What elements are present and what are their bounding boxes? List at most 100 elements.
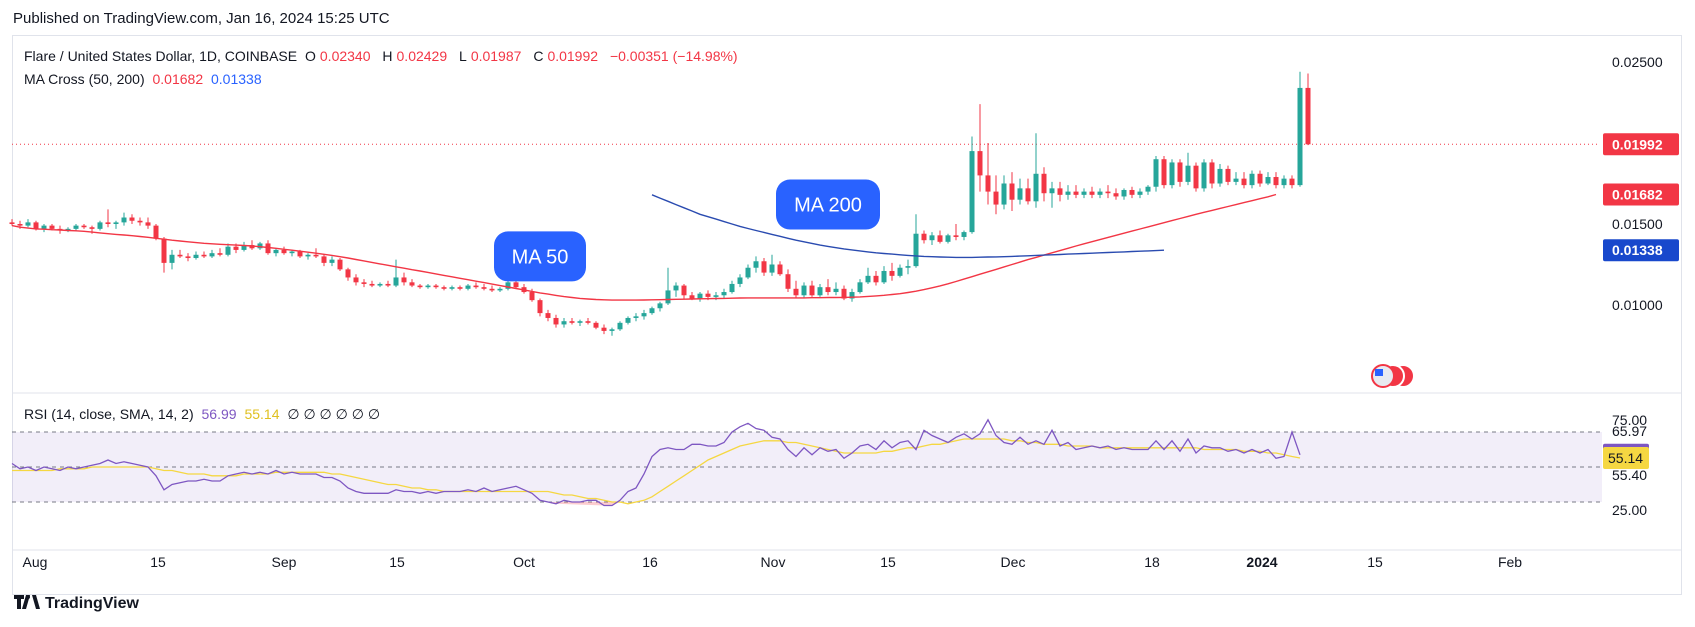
rsi-legend-value: 56.99 [201,406,237,422]
candle-body [513,282,519,288]
candle-body [73,225,79,229]
candle-body [1089,191,1095,195]
symbol-legend: Flare / United States Dollar, 1D, COINBA… [24,48,742,64]
ma-legend: MA Cross (50, 200) 0.01682 0.01338 [24,71,266,87]
candle-body [425,285,431,288]
rsi-badge [1603,447,1649,470]
candle-body [217,253,223,255]
candle-body [1265,177,1271,184]
time-tick-label: Aug [23,554,48,570]
close-value: C 0.01992 [533,48,599,64]
rsi-sma-line [12,438,1301,505]
candle-body [465,285,471,289]
candle-body [449,287,455,289]
price-tick-label: 0.02500 [1612,54,1663,70]
candle-body [241,245,247,250]
candle-body [321,256,327,263]
candle-body [377,283,383,286]
candle-body [881,270,887,283]
candle-body [361,282,367,284]
time-tick-label: Sep [272,554,297,570]
candle-body [49,225,55,229]
ma-cross-label: MA Cross (50, 200) [24,71,145,87]
candle-body [289,251,295,254]
candle-body [625,317,631,323]
candle-body [849,292,855,299]
ma200-legend-value: 0.01338 [211,71,262,87]
candle-body [929,235,935,241]
ma200-callout-label: MA 200 [794,195,862,217]
candle-body [161,238,167,263]
candle-body [1225,168,1231,182]
candle-body [617,322,623,330]
candle-body [393,277,399,286]
candle-body [777,264,783,275]
candle-body [1145,186,1151,192]
candle-body [233,246,239,250]
candle-body [993,191,999,205]
candle-body [1057,188,1063,195]
candle-body [1185,165,1191,182]
candle-body [433,285,439,288]
candle-body [337,259,343,270]
candle-body [649,308,655,314]
candle-body [1065,191,1071,195]
candle-body [1161,159,1167,186]
rsi-label: RSI (14, close, SMA, 14, 2) [24,406,194,422]
candle-body [1209,162,1215,184]
candle-body [1177,162,1183,182]
candle-body [825,287,831,293]
candle-body [681,285,687,296]
candle-body [673,285,679,291]
tradingview-brand[interactable]: TradingView [14,595,139,613]
rsi-tick-label: 65.97 [1612,423,1647,439]
candle-body [689,295,695,299]
candle-body [697,293,703,299]
candle-body [297,251,303,257]
candle-body [1193,165,1199,189]
time-tick-label: 2024 [1246,554,1277,570]
candle-body [265,243,271,254]
candle-body [1113,193,1119,197]
candle-body [417,285,423,288]
candle-body [1049,188,1055,194]
candle-body [121,217,127,223]
candle-body [801,285,807,296]
candle-body [169,254,175,263]
candle-body [585,321,591,323]
candle-body [1273,177,1279,186]
candle-body [1201,162,1207,189]
candle-body [721,292,727,296]
price-badge [1603,183,1679,206]
candle-body [1129,189,1135,195]
candle-body [945,235,951,242]
price-badge-label: 0.01682 [1612,187,1663,203]
candle-body [1217,168,1223,184]
candle-body [889,270,895,276]
candle-body [601,327,607,331]
candle-body [273,249,279,254]
tradingview-logo-icon [14,595,40,613]
candle-body [1289,178,1295,186]
candle-body [937,235,943,242]
candle-body [745,267,751,278]
candle-body [281,249,287,254]
rsi-extra-values: ∅ ∅ ∅ ∅ ∅ ∅ [287,406,381,422]
candle-body [921,233,927,241]
candle-body [753,261,759,268]
candle-body [1001,183,1007,205]
candle-body [817,287,823,296]
candle-body [129,217,135,221]
candle-body [833,288,839,293]
candle-body [553,317,559,325]
candle-body [1257,173,1263,184]
ma200-line [651,194,1165,259]
candle-body [89,227,95,229]
candle-body [641,313,647,317]
rsi-sma-legend-value: 55.14 [244,406,280,422]
candle-body [329,259,335,263]
candle-body [1033,173,1039,202]
candle-body [561,321,567,325]
candle-body [665,290,671,304]
